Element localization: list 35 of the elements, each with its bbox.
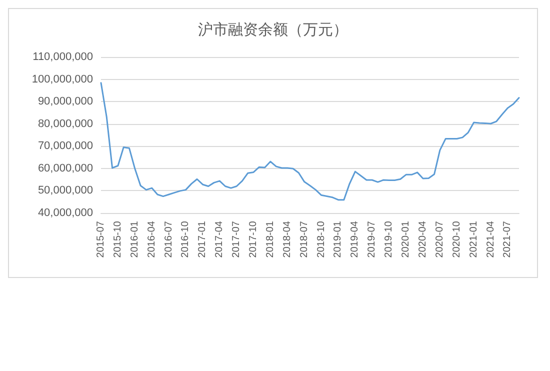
line-series: [100, 82, 520, 201]
x-tick-label: 2019-07: [366, 220, 378, 258]
y-tick-label: 100,000,000: [32, 73, 93, 86]
y-tick-label: 40,000,000: [38, 207, 93, 219]
chart-title: 沪市融资余额（万元）: [198, 20, 348, 38]
x-tick-label: 2018-07: [298, 220, 310, 258]
x-tick-label: 2020-01: [400, 220, 412, 258]
x-tick-label: 2020-10: [451, 220, 462, 258]
x-tick-label: 2019-01: [332, 220, 344, 258]
x-tick-label: 2017-07: [231, 220, 242, 258]
x-tick-label: 2016-07: [163, 220, 174, 258]
y-tick-label: 60,000,000: [38, 162, 93, 174]
x-tick-label: 2017-04: [214, 220, 226, 258]
x-tick-label: 2018-04: [282, 220, 293, 258]
x-tick-label: 2015-07: [96, 220, 106, 258]
y-tick-label: 80,000,000: [38, 118, 93, 130]
x-tick-label: 2016-04: [146, 220, 158, 258]
x-tick-label: 2015-10: [112, 220, 124, 258]
x-tick-label: 2021-04: [485, 220, 496, 258]
x-tick-label: 2018-10: [316, 220, 327, 258]
y-tick-label: 70,000,000: [38, 140, 93, 152]
x-tick-label: 2020-04: [417, 220, 428, 258]
y-tick-label: 90,000,000: [38, 96, 93, 108]
x-tick-label: 2017-10: [248, 220, 260, 258]
x-tick-label: 2019-10: [384, 220, 395, 258]
x-tick-label: 2016-01: [129, 220, 140, 258]
x-tick-label: 2016-10: [180, 220, 192, 258]
y-tick-label: 110,000,000: [32, 51, 93, 63]
x-tick-label: 2021-07: [502, 220, 514, 258]
x-tick-label: 2019-04: [350, 220, 361, 258]
y-tick-label: 50,000,000: [38, 184, 93, 197]
x-tick-label: 2018-01: [264, 220, 276, 258]
x-tick-label: 2017-01: [197, 220, 208, 258]
x-tick-label: 2020-07: [434, 220, 446, 258]
x-tick-label: 2021-01: [468, 220, 480, 258]
